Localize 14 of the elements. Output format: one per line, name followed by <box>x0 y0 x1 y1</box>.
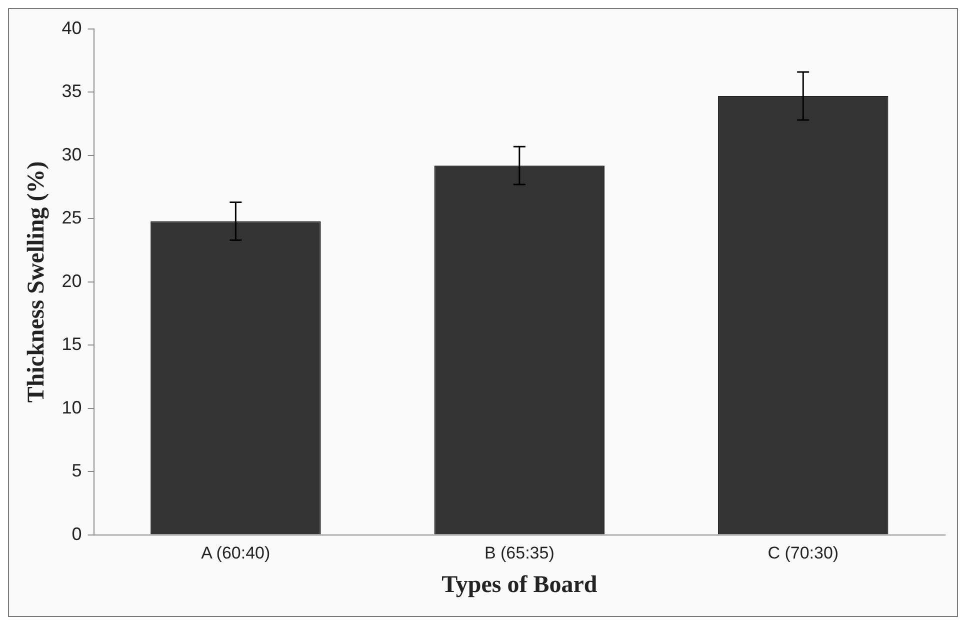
x-tick-label: B (65:35) <box>484 544 554 563</box>
y-tick-label: 40 <box>62 18 82 38</box>
y-tick-label: 20 <box>62 270 82 291</box>
y-axis-title: Thickness Swelling (%) <box>24 161 50 403</box>
y-tick-label: 10 <box>62 397 82 418</box>
y-tick-label: 35 <box>62 81 82 102</box>
x-axis-title: Types of Board <box>442 572 598 598</box>
y-tick-label: 5 <box>72 460 82 481</box>
x-tick-label: A (60:40) <box>201 544 270 563</box>
y-tick-label: 0 <box>72 524 82 544</box>
x-tick-label: C (70:30) <box>768 544 839 563</box>
y-tick-label: 15 <box>62 334 82 354</box>
y-tick-label: 25 <box>62 208 82 228</box>
y-tick-label: 30 <box>62 144 82 164</box>
